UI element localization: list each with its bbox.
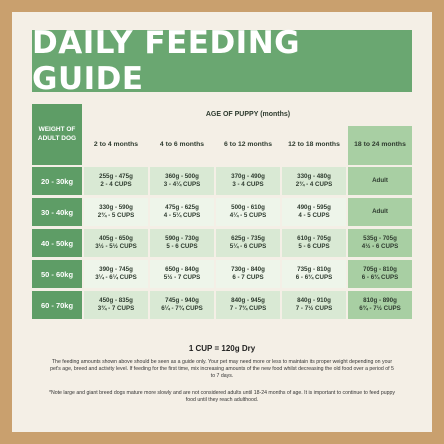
feeding-cell: 405g - 650g 3½ - 5½ CUPS xyxy=(84,229,148,257)
feeding-cell: 745g - 940g 6¼ - 7¾ CUPS xyxy=(150,291,214,319)
feeding-guide-panel: DAILY FEEDING GUIDE WEIGHT OF ADULT DOG … xyxy=(12,12,432,432)
cups-value: 5 - 6 CUPS xyxy=(298,243,330,250)
grams-value: 705g - 810g xyxy=(363,265,397,273)
weight-cell: 30 - 40kg xyxy=(32,198,82,226)
grams-value: 810g - 890g xyxy=(363,296,397,304)
age-column-header: 2 to 4 months xyxy=(93,141,139,149)
feeding-cell: 450g - 835g 3¾ - 7 CUPS xyxy=(84,291,148,319)
grams-value: 745g - 940g xyxy=(165,296,199,304)
feeding-cell: 370g - 490g 3 - 4 CUPS xyxy=(216,167,280,195)
feeding-cell: 535g - 705g 4½ - 6 CUPS xyxy=(348,229,412,257)
age-column-header: 12 to 18 months xyxy=(288,141,340,149)
page-title: DAILY FEEDING GUIDE xyxy=(32,25,301,97)
cups-value: 6 - 7 CUPS xyxy=(232,274,264,281)
cups-value: 3 - 4 CUPS xyxy=(232,181,264,188)
grams-value: 840g - 910g xyxy=(297,296,331,304)
weight-column: WEIGHT OF ADULT DOG 20 - 30kg 30 - 40kg … xyxy=(32,104,82,320)
cups-value: 3¾ - 7 CUPS xyxy=(97,305,135,312)
grams-value: Adult xyxy=(372,207,388,215)
feeding-cell: 590g - 730g 5 - 6 CUPS xyxy=(150,229,214,257)
cups-value: 7 - 7½ CUPS xyxy=(295,305,333,312)
cups-value: 4½ - 6 CUPS xyxy=(361,243,399,250)
grams-value: 405g - 650g xyxy=(99,234,133,242)
grams-value: 370g - 490g xyxy=(231,172,265,180)
cups-value: 6 - 6¾ CUPS xyxy=(361,274,399,281)
feeding-cell: 360g - 500g 3 - 4¼ CUPS xyxy=(150,167,214,195)
feeding-cell: 610g - 705g 5 - 6 CUPS xyxy=(282,229,346,257)
feeding-cell: Adult xyxy=(348,167,412,195)
grams-value: 500g - 610g xyxy=(231,203,265,211)
weight-cell: 20 - 30kg xyxy=(32,167,82,195)
grams-value: 840g - 945g xyxy=(231,296,265,304)
cups-value: 3 - 4¼ CUPS xyxy=(163,181,201,188)
feeding-cell: 650g - 840g 5½ - 7 CUPS xyxy=(150,260,214,288)
feeding-cell: 840g - 910g 7 - 7½ CUPS xyxy=(282,291,346,319)
cups-value: 6 - 6¾ CUPS xyxy=(295,274,333,281)
cups-value: 3½ - 5½ CUPS xyxy=(95,243,137,250)
grams-value: 330g - 590g xyxy=(99,203,133,211)
cups-value: 2 - 4 CUPS xyxy=(100,181,132,188)
grams-value: 625g - 735g xyxy=(231,234,265,242)
grams-value: 590g - 730g xyxy=(165,234,199,242)
feeding-table: WEIGHT OF ADULT DOG 20 - 30kg 30 - 40kg … xyxy=(32,104,412,320)
footnote: *Note large and giant breed dogs mature … xyxy=(48,390,396,404)
grams-value: 735g - 810g xyxy=(297,265,331,273)
feeding-cell: 500g - 610g 4¼ - 5 CUPS xyxy=(216,198,280,226)
feeding-cell: 735g - 810g 6 - 6¾ CUPS xyxy=(282,260,346,288)
feeding-cell: 330g - 590g 2¾ - 5 CUPS xyxy=(84,198,148,226)
feeding-cell: 810g - 890g 6¾ - 7½ CUPS xyxy=(348,291,412,319)
feeding-cell: 390g - 745g 3¼ - 6¼ CUPS xyxy=(84,260,148,288)
cups-value: 2¾ - 5 CUPS xyxy=(97,212,135,219)
cups-value: 4 - 5¼ CUPS xyxy=(163,212,201,219)
grams-value: 650g - 840g xyxy=(165,265,199,273)
feeding-cell: 840g - 945g 7 - 7¾ CUPS xyxy=(216,291,280,319)
age-column-header: 6 to 12 months xyxy=(224,141,272,149)
cups-value: 2¾ - 4 CUPS xyxy=(295,181,333,188)
cups-value: 3¼ - 6¼ CUPS xyxy=(95,274,137,281)
feeding-cell: 330g - 480g 2¾ - 4 CUPS xyxy=(282,167,346,195)
cups-value: 5½ - 7 CUPS xyxy=(163,274,201,281)
grams-value: 475g - 625g xyxy=(165,203,199,211)
grams-value: 255g - 475g xyxy=(99,172,133,180)
weight-cell: 40 - 50kg xyxy=(32,229,82,257)
age-column-header: 4 to 6 months xyxy=(159,141,205,149)
age-header: AGE OF PUPPY (months) xyxy=(205,110,291,118)
grams-value: 490g - 595g xyxy=(297,203,331,211)
cups-value: 4 - 5 CUPS xyxy=(298,212,330,219)
grams-value: 360g - 500g xyxy=(165,172,199,180)
cups-value: 7 - 7¾ CUPS xyxy=(229,305,267,312)
weight-cell: 60 - 70kg xyxy=(32,291,82,319)
weight-header: WEIGHT OF ADULT DOG xyxy=(32,104,82,165)
cups-value: 5 - 6 CUPS xyxy=(166,243,198,250)
feeding-cell: 625g - 735g 5¼ - 6 CUPS xyxy=(216,229,280,257)
feeding-cell: 705g - 810g 6 - 6¾ CUPS xyxy=(348,260,412,288)
feeding-cell: 490g - 595g 4 - 5 CUPS xyxy=(282,198,346,226)
grams-value: Adult xyxy=(372,176,388,184)
grams-value: 390g - 745g xyxy=(99,265,133,273)
feeding-cell: 255g - 475g 2 - 4 CUPS xyxy=(84,167,148,195)
feeding-cell: Adult xyxy=(348,198,412,226)
cups-value: 4¼ - 5 CUPS xyxy=(229,212,267,219)
weight-cell: 50 - 60kg xyxy=(32,260,82,288)
cup-conversion: 1 CUP = 120g Dry xyxy=(188,344,256,353)
cups-value: 6¾ - 7½ CUPS xyxy=(359,305,401,312)
grams-value: 450g - 835g xyxy=(99,296,133,304)
feeding-cell: 730g - 840g 6 - 7 CUPS xyxy=(216,260,280,288)
feeding-note: The feeding amounts shown above should b… xyxy=(50,359,394,380)
cups-value: 6¼ - 7¾ CUPS xyxy=(161,305,203,312)
grams-value: 730g - 840g xyxy=(231,265,265,273)
grams-value: 330g - 480g xyxy=(297,172,331,180)
title-banner: DAILY FEEDING GUIDE xyxy=(32,25,412,97)
age-column-header: 18 to 24 months xyxy=(348,126,412,165)
grams-value: 610g - 705g xyxy=(297,234,331,242)
cups-value: 5¼ - 6 CUPS xyxy=(229,243,267,250)
grams-value: 535g - 705g xyxy=(363,234,397,242)
feeding-cell: 475g - 625g 4 - 5¼ CUPS xyxy=(150,198,214,226)
